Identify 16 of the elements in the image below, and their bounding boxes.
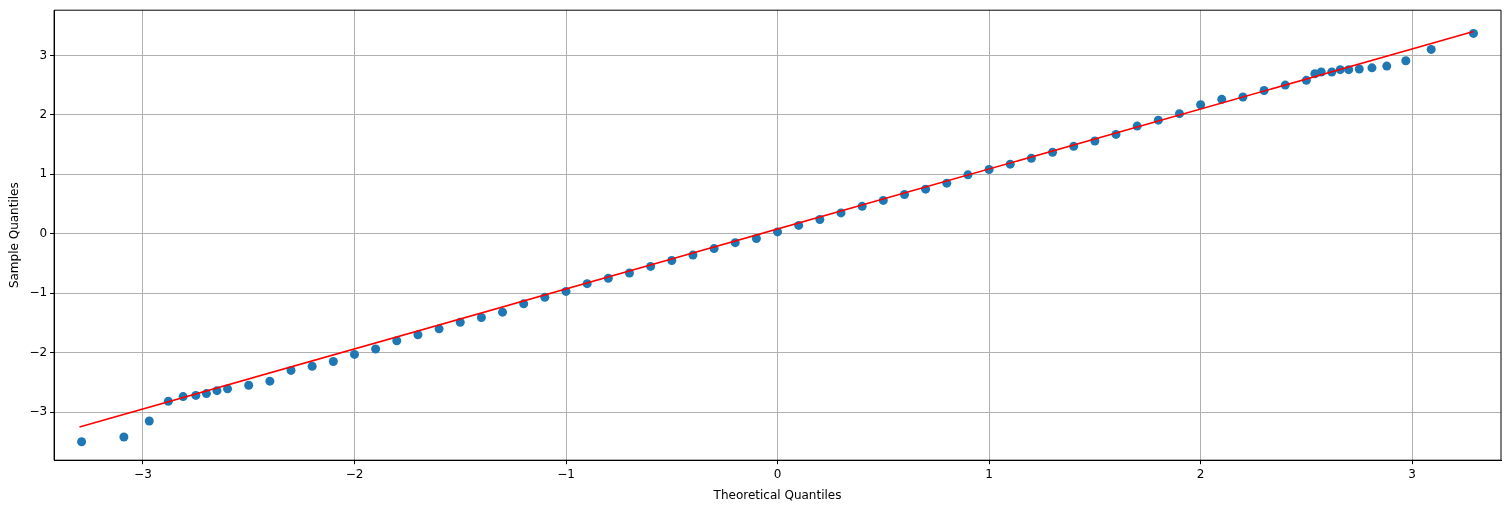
y-tick-label: −3 bbox=[29, 404, 48, 419]
y-tick-label: −1 bbox=[29, 285, 48, 300]
x-tick-label: −1 bbox=[557, 466, 575, 481]
x-tick-label: −3 bbox=[134, 466, 152, 481]
x-tick-label: −2 bbox=[345, 466, 364, 481]
y-tick-label: 3 bbox=[39, 47, 48, 62]
x-tick-label: 0 bbox=[773, 466, 782, 481]
y-tick-label: 1 bbox=[39, 166, 48, 181]
y-tick-label: −2 bbox=[29, 344, 48, 359]
x-axis-title: Theoretical Quantiles bbox=[712, 487, 842, 502]
y-axis-title: Sample Quantiles bbox=[7, 182, 22, 289]
y-tick-label: 0 bbox=[39, 225, 48, 240]
x-tick-label: 1 bbox=[985, 466, 993, 481]
y-tick-label: 2 bbox=[39, 106, 48, 121]
x-tick-label: 3 bbox=[1408, 466, 1416, 481]
x-tick-label: 2 bbox=[1196, 466, 1205, 481]
